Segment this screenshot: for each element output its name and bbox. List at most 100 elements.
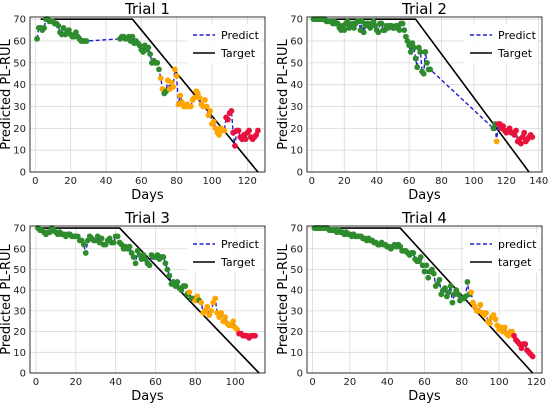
predict-point	[166, 272, 173, 279]
y-tick-label: 30	[290, 306, 303, 317]
x-tick-label: 40	[381, 377, 394, 388]
x-tick-label: 140	[529, 176, 548, 187]
legend: Predict Target	[464, 24, 538, 64]
legend-box	[187, 24, 261, 64]
predict-point	[83, 38, 90, 44]
predict-point	[136, 42, 143, 49]
predict-point	[493, 138, 500, 145]
predict-point	[170, 83, 177, 90]
predict-point	[228, 107, 235, 114]
x-tick-label: 60	[418, 377, 431, 388]
predict-point	[232, 142, 238, 149]
plot-frame	[29, 16, 266, 173]
predict-point	[442, 285, 448, 292]
y-tick-label: 60	[13, 244, 26, 255]
x-tick-label: 20	[344, 377, 357, 388]
y-axis-label: Predicted PL-RUL	[0, 38, 14, 149]
x-tick-label: 0	[33, 377, 39, 388]
predict-point	[521, 129, 528, 136]
predict-point	[130, 254, 137, 260]
predict-point	[235, 127, 242, 134]
plot-frame	[306, 225, 543, 374]
target-line	[37, 227, 260, 373]
predict-point	[194, 90, 201, 97]
predict-point	[420, 70, 427, 77]
predict-point	[222, 314, 229, 320]
predict-point	[477, 301, 484, 308]
predict-point	[177, 92, 184, 99]
predict-point	[154, 59, 161, 66]
predict-point	[407, 49, 414, 55]
predict-point	[483, 310, 489, 316]
predict-point	[511, 131, 518, 138]
chart-title: Trial 3	[124, 209, 170, 227]
predict-point	[208, 307, 215, 314]
legend-predict-label: Predict	[498, 29, 537, 42]
predict-point	[529, 353, 536, 360]
x-tick-label: 60	[403, 176, 416, 187]
predict-point	[34, 35, 40, 42]
predict-point	[422, 49, 429, 55]
predict-point	[447, 283, 454, 289]
predict-point	[173, 73, 180, 79]
predict-point	[207, 107, 214, 114]
chart-panel-1: 0 20 40 60 80 100 120 0 10 20 30 40 50 60 70 Trial 1 Day…	[0, 0, 266, 203]
y-tick-label: 60	[290, 244, 303, 255]
predict-point	[378, 20, 385, 27]
predict-point	[529, 134, 536, 140]
legend-box	[464, 24, 538, 64]
y-tick-label: 50	[290, 265, 303, 276]
x-tick-label: 100	[464, 176, 483, 187]
predict-point	[414, 64, 421, 71]
predict-point	[430, 270, 437, 277]
predict-point	[417, 49, 424, 55]
predict-point	[212, 125, 219, 132]
predict-point	[423, 262, 430, 269]
chart-panel-4: 0 20 40 60 80 100 120 0 10 20 30 40 50 60 70 Trial 4 Day…	[276, 209, 546, 404]
legend-box	[187, 233, 261, 273]
y-tick-label: 50	[13, 58, 26, 69]
y-tick-label: 10	[290, 146, 303, 157]
predict-point	[455, 291, 461, 298]
predict-point	[218, 310, 225, 316]
predict-point	[191, 94, 198, 101]
predict-point	[344, 18, 351, 25]
predict-point	[421, 268, 428, 275]
predict-point	[490, 125, 497, 132]
predict-point	[341, 27, 348, 33]
y-tick-label: 0	[20, 369, 26, 380]
y-tick-label: 10	[290, 348, 303, 359]
plot-frame	[306, 16, 543, 173]
predict-point	[203, 103, 210, 110]
predict-point	[168, 79, 175, 86]
x-tick-label: 80	[455, 377, 468, 388]
predict-point	[212, 295, 219, 302]
chart-title: Trial 1	[124, 0, 170, 18]
predict-point	[410, 250, 417, 256]
x-tick-label: 0	[32, 176, 38, 187]
y-axis-label: Predicted PL-RUL	[276, 38, 291, 149]
y-axis-label: Predicted PL-RUL	[0, 243, 14, 354]
y-tick-label: 20	[290, 327, 303, 338]
predict-point	[230, 318, 237, 325]
predict-point	[132, 260, 139, 267]
x-tick-label: 80	[189, 377, 202, 388]
predict-point	[427, 66, 434, 73]
predict-point	[73, 29, 79, 36]
predict-point	[513, 127, 519, 134]
predict-point	[401, 27, 408, 33]
y-tick-label: 30	[290, 102, 303, 113]
predict-point	[146, 262, 153, 269]
predict-point	[468, 289, 475, 296]
x-tick-label: 40	[100, 176, 113, 187]
predict-point	[252, 332, 258, 339]
predict-point	[147, 51, 154, 58]
predict-point	[409, 40, 416, 47]
x-tick-label: 120	[238, 176, 257, 187]
x-tick-label: 120	[527, 377, 546, 388]
predict-point	[110, 239, 117, 246]
legend-predict-label: Predict	[221, 29, 260, 42]
predict-point	[253, 131, 260, 138]
predict-point	[500, 123, 507, 130]
